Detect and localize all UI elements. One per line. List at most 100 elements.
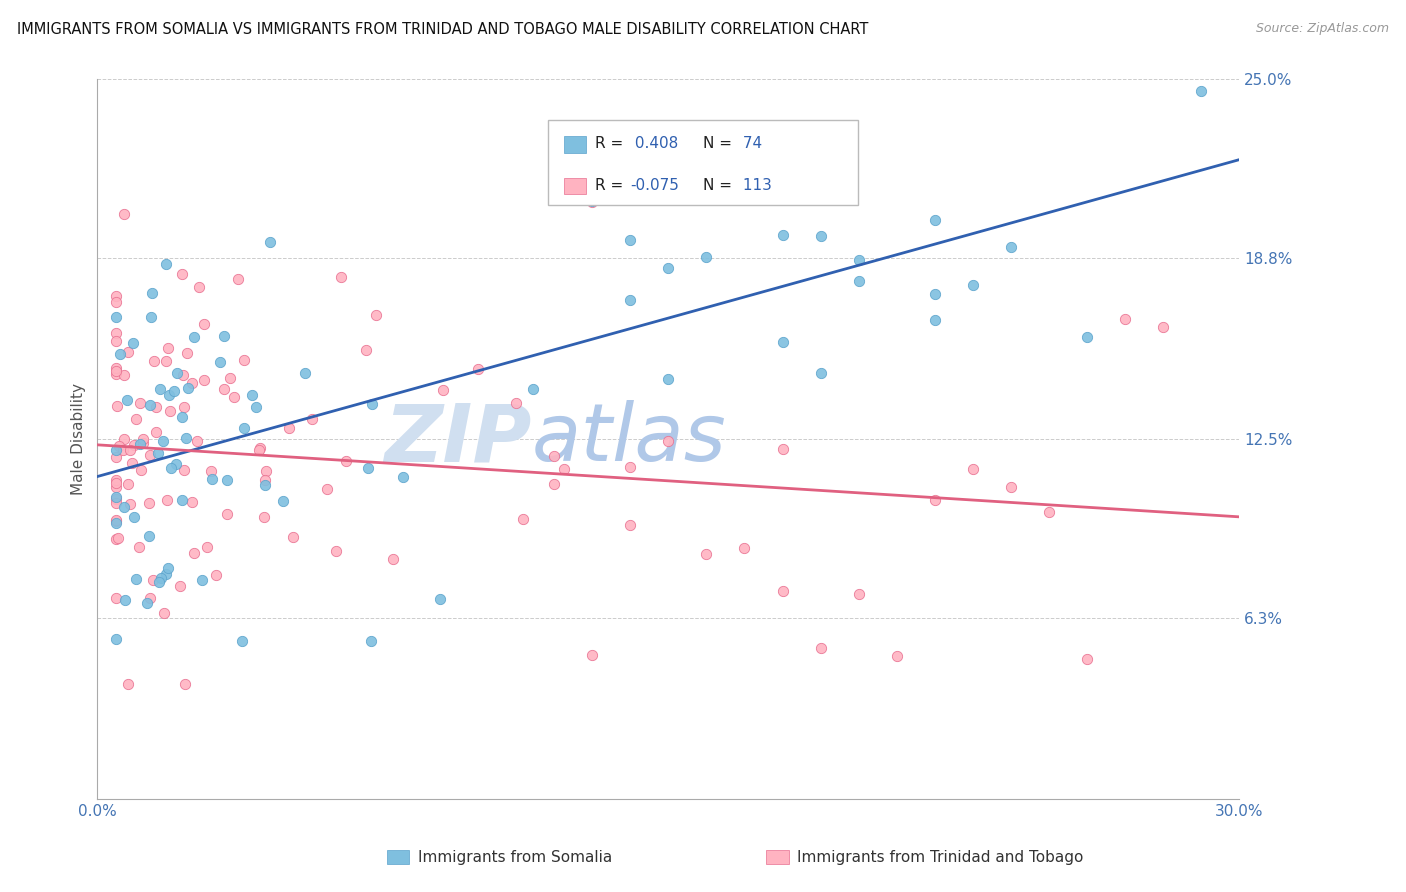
- Point: [316, 482, 339, 496]
- Point: [329, 269, 352, 284]
- Point: [166, 366, 188, 380]
- Point: [107, 531, 129, 545]
- Point: [214, 383, 236, 397]
- Point: [432, 384, 454, 398]
- Point: [1114, 312, 1136, 326]
- Point: [581, 648, 603, 663]
- Point: [205, 568, 228, 582]
- Point: [156, 493, 179, 508]
- Point: [118, 497, 141, 511]
- Point: [149, 382, 172, 396]
- Point: [174, 430, 197, 444]
- Point: [156, 561, 179, 575]
- Point: [143, 354, 166, 368]
- Point: [149, 570, 172, 584]
- Point: [112, 368, 135, 382]
- Point: [105, 516, 128, 530]
- Point: [177, 381, 200, 395]
- Point: [186, 434, 208, 448]
- Point: [619, 459, 641, 474]
- Point: [512, 512, 534, 526]
- Point: [1076, 651, 1098, 665]
- Point: [105, 473, 128, 487]
- Point: [170, 492, 193, 507]
- Point: [105, 533, 128, 547]
- Point: [1000, 480, 1022, 494]
- Point: [254, 464, 277, 478]
- Point: [105, 496, 128, 510]
- Point: [259, 235, 281, 249]
- Point: [1076, 330, 1098, 344]
- Point: [121, 456, 143, 470]
- Y-axis label: Male Disability: Male Disability: [72, 383, 86, 495]
- Point: [553, 462, 575, 476]
- Point: [172, 368, 194, 382]
- Point: [848, 275, 870, 289]
- Point: [173, 463, 195, 477]
- Point: [117, 677, 139, 691]
- Point: [117, 345, 139, 359]
- Point: [429, 592, 451, 607]
- Point: [253, 478, 276, 492]
- Point: [169, 579, 191, 593]
- Point: [105, 513, 128, 527]
- Point: [354, 343, 377, 357]
- Text: 113: 113: [738, 178, 772, 193]
- Point: [148, 446, 170, 460]
- Point: [232, 352, 254, 367]
- Point: [139, 448, 162, 462]
- Point: [245, 400, 267, 414]
- Point: [105, 490, 128, 504]
- Point: [145, 401, 167, 415]
- Text: 0.408: 0.408: [630, 136, 678, 151]
- Point: [1000, 240, 1022, 254]
- Point: [734, 541, 756, 555]
- Point: [131, 436, 153, 450]
- Point: [962, 277, 984, 292]
- Point: [105, 514, 128, 528]
- Point: [247, 442, 270, 457]
- Point: [294, 366, 316, 380]
- Point: [157, 341, 180, 355]
- Point: [543, 449, 565, 463]
- Point: [170, 410, 193, 425]
- Point: [505, 396, 527, 410]
- Point: [233, 421, 256, 435]
- Point: [124, 412, 146, 426]
- Point: [163, 384, 186, 399]
- Point: [112, 207, 135, 221]
- Point: [193, 373, 215, 387]
- Point: [157, 388, 180, 402]
- Point: [772, 334, 794, 349]
- Point: [924, 213, 946, 227]
- Point: [810, 366, 832, 380]
- Point: [772, 228, 794, 243]
- Point: [886, 649, 908, 664]
- Point: [619, 233, 641, 247]
- Text: R =: R =: [595, 178, 628, 193]
- Point: [195, 540, 218, 554]
- Point: [657, 261, 679, 276]
- Text: N =: N =: [703, 178, 737, 193]
- Point: [357, 461, 380, 475]
- Point: [360, 397, 382, 411]
- Point: [105, 476, 128, 491]
- Point: [253, 510, 276, 524]
- Point: [122, 335, 145, 350]
- Point: [108, 347, 131, 361]
- Point: [924, 493, 946, 508]
- Point: [105, 364, 128, 378]
- Point: [129, 396, 152, 410]
- Point: [105, 310, 128, 324]
- Text: atlas: atlas: [531, 401, 725, 478]
- Point: [117, 476, 139, 491]
- Point: [208, 355, 231, 369]
- Point: [108, 439, 131, 453]
- Point: [848, 252, 870, 267]
- Point: [1189, 84, 1212, 98]
- Point: [155, 257, 177, 271]
- Point: [1038, 504, 1060, 518]
- Point: [619, 293, 641, 307]
- Point: [174, 677, 197, 691]
- Point: [105, 360, 128, 375]
